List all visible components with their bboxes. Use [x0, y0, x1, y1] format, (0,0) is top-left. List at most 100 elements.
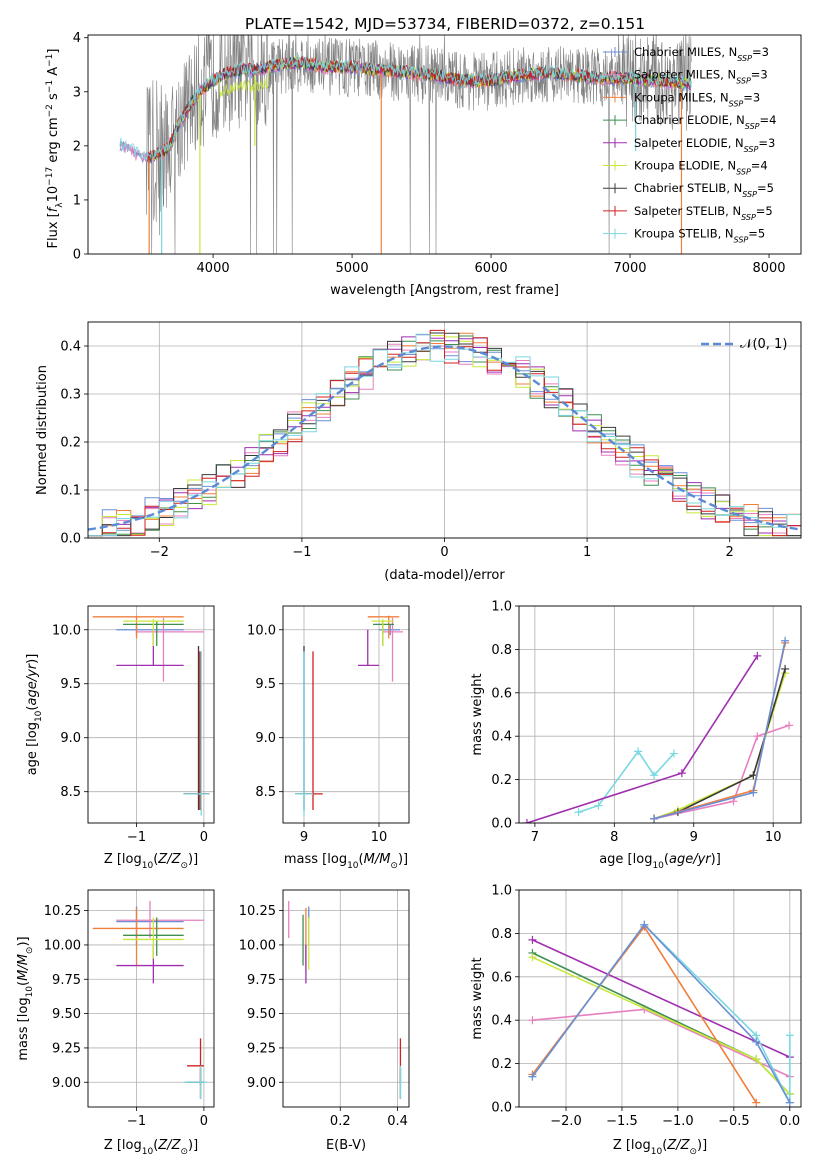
y-tick-label: 0.2: [491, 1057, 512, 1072]
weight-point-marker: [752, 1037, 761, 1046]
mass-vs-Z-xlabel: Z [log10(Z/Z⊙)]: [104, 1138, 198, 1157]
age-vs-mass-xlabel: mass [log10(M/M⊙)]: [284, 852, 408, 871]
residuals-ylabel: Normed distribution: [35, 365, 50, 495]
y-tick-label: 0.2: [491, 773, 512, 788]
weight-point-marker: [785, 1098, 794, 1107]
y-tick-label: 9.25: [52, 1041, 81, 1056]
spectrum-axes: 4000 5000 6000 7000 8000 0 1 2 3 4 wavelength [Ang…: [45, 31, 802, 298]
weight-point-marker: [528, 1016, 537, 1025]
weight-point-marker: [650, 814, 659, 823]
y-tick-label: 0.1: [60, 484, 81, 499]
weight-point-marker: [528, 935, 537, 944]
spectrum-xlabel: wavelength [Angstrom, rest frame]: [330, 283, 559, 298]
axes-frame: [87, 605, 215, 824]
y-tick-label: 0.0: [491, 817, 512, 832]
x-tick-label: 8000: [752, 261, 785, 276]
x-tick-label: 8: [610, 830, 618, 845]
x-tick-label: 9: [690, 830, 698, 845]
residuals-xlabel: (data-model)/error: [384, 568, 505, 583]
weight-point-marker: [528, 953, 537, 962]
weight-point-marker: [522, 819, 531, 823]
y-tick-label: 10.0: [52, 623, 81, 638]
y-tick-label: 10.00: [239, 938, 276, 953]
x-tick-label: 10: [371, 830, 388, 845]
y-tick-label: 9.0: [255, 731, 276, 746]
weight-point-marker: [753, 732, 762, 741]
x-tick-label: 7: [531, 830, 539, 845]
y-tick-label: 9.00: [247, 1076, 276, 1091]
axes-frame: [518, 889, 802, 1108]
y-tick-label: 9.50: [247, 1007, 276, 1022]
x-tick-label: −0.5: [718, 1114, 750, 1129]
mass-vs-Z-ylabel: mass [log10(M/M⊙)]: [16, 936, 35, 1060]
y-tick-label: 10.25: [239, 904, 276, 919]
age-vs-mass: 9 10 8.5 9.0 9.5 10.0 mass [log10(M/M⊙)]: [247, 605, 410, 871]
legend-label-3: Chabrier ELODIE, NSSP=4: [634, 113, 776, 131]
y-tick-label: 9.25: [247, 1041, 276, 1056]
weight-point-marker: [785, 1031, 794, 1040]
y-tick-label: 2: [73, 139, 81, 154]
mass-vs-Z-plot-area: [92, 900, 208, 1099]
weight-point-marker: [634, 747, 643, 756]
y-tick-label: 3: [73, 85, 81, 100]
weight-point-marker: [640, 920, 649, 929]
weight-point-marker: [785, 721, 794, 730]
mass-weight-vs-age-xlabel: age [log10(age/yr)]: [599, 852, 721, 871]
age-vs-Z-xlabel: Z [log10(Z/Z⊙)]: [104, 852, 198, 871]
x-tick-label: 0: [440, 545, 448, 560]
mass-weight-vs-Z: −2.0 −1.5 −1.0 −0.5 0.0 0.0 0.2 0.4 0.6 0.8 1.0 Z […: [470, 884, 802, 1157]
x-tick-label: 4000: [197, 261, 230, 276]
y-tick-label: 1.0: [491, 600, 512, 615]
residuals-axes: −2 −1 0 1 2 0.0 0.1 0.2 0.3 0.4 (data-model)/error…: [35, 321, 802, 583]
axes-frame: [87, 34, 802, 255]
x-tick-label: 0: [200, 830, 208, 845]
weight-point-marker: [752, 1055, 761, 1064]
x-tick-label: 0.4: [387, 1114, 408, 1129]
residual-histogram-7: [88, 329, 801, 537]
mass-weight-vs-Z-plot-area: [528, 920, 794, 1107]
weight-point-marker: [753, 651, 762, 660]
legend-label-1: Salpeter MILES, NSSP=3: [634, 68, 768, 86]
x-tick-label: 1: [583, 545, 591, 560]
y-tick-label: 0.6: [491, 970, 512, 985]
age-vs-Z: −1 0 8.5 9.0 9.5 10.0 Z [log10(Z/Z⊙)] age [log1…: [25, 605, 215, 871]
y-tick-label: 9.0: [60, 731, 81, 746]
legend-label-7: Salpeter STELIB, NSSP=5: [634, 204, 773, 222]
y-tick-label: 8.5: [255, 785, 276, 800]
y-tick-label: 1: [73, 193, 81, 208]
x-tick-label: −2.0: [550, 1114, 582, 1129]
axes-frame: [87, 321, 802, 539]
x-tick-label: 5000: [336, 261, 369, 276]
spectrum-ylabel: Flux [fλ10−17 erg cm−2 s−1 A−1]: [45, 49, 65, 249]
x-tick-label: 9: [300, 830, 308, 845]
x-tick-label: −1: [127, 1114, 146, 1129]
age-vs-Z-plot-area: [92, 615, 210, 816]
x-tick-label: −1.0: [662, 1114, 694, 1129]
spectrum-legend: Chabrier MILES, NSSP=3 Salpeter MILES, NS…: [603, 45, 776, 244]
y-tick-label: 0.8: [491, 643, 512, 658]
y-tick-label: 0.0: [60, 532, 81, 547]
y-tick-label: 10.00: [44, 938, 81, 953]
y-tick-label: 0.4: [491, 1014, 512, 1029]
y-tick-label: 0.3: [60, 388, 81, 403]
axes-frame: [518, 605, 802, 824]
x-tick-label: −2: [150, 545, 169, 560]
mass-vs-Z: −1 0 9.00 9.25 9.50 9.75 10.00 10.25 Z [log10(Z/…: [16, 889, 215, 1157]
legend-label-8: Kroupa STELIB, NSSP=5: [634, 227, 765, 245]
age-vs-mass-plot-area: [295, 615, 403, 816]
x-tick-label: −1.5: [606, 1114, 638, 1129]
y-tick-label: 10.25: [44, 904, 81, 919]
y-tick-label: 9.75: [247, 973, 276, 988]
weight-point-marker: [650, 771, 659, 780]
y-tick-label: 10.0: [247, 623, 276, 638]
mass-weight-vs-age-plot-area: [522, 636, 794, 823]
weight-point-marker: [528, 1072, 537, 1081]
x-tick-label: 0.2: [330, 1114, 351, 1129]
model-spectrum-line-8: [119, 54, 692, 161]
axes-frame: [282, 605, 410, 824]
mass-vs-EBV-plot-area: [288, 900, 402, 1099]
mass-vs-EBV: 0.2 0.4 9.00 9.25 9.50 9.75 10.00 10.25 E(B-V): [239, 889, 410, 1153]
x-tick-label: −1: [292, 545, 311, 560]
weight-line-6: [531, 923, 791, 1104]
